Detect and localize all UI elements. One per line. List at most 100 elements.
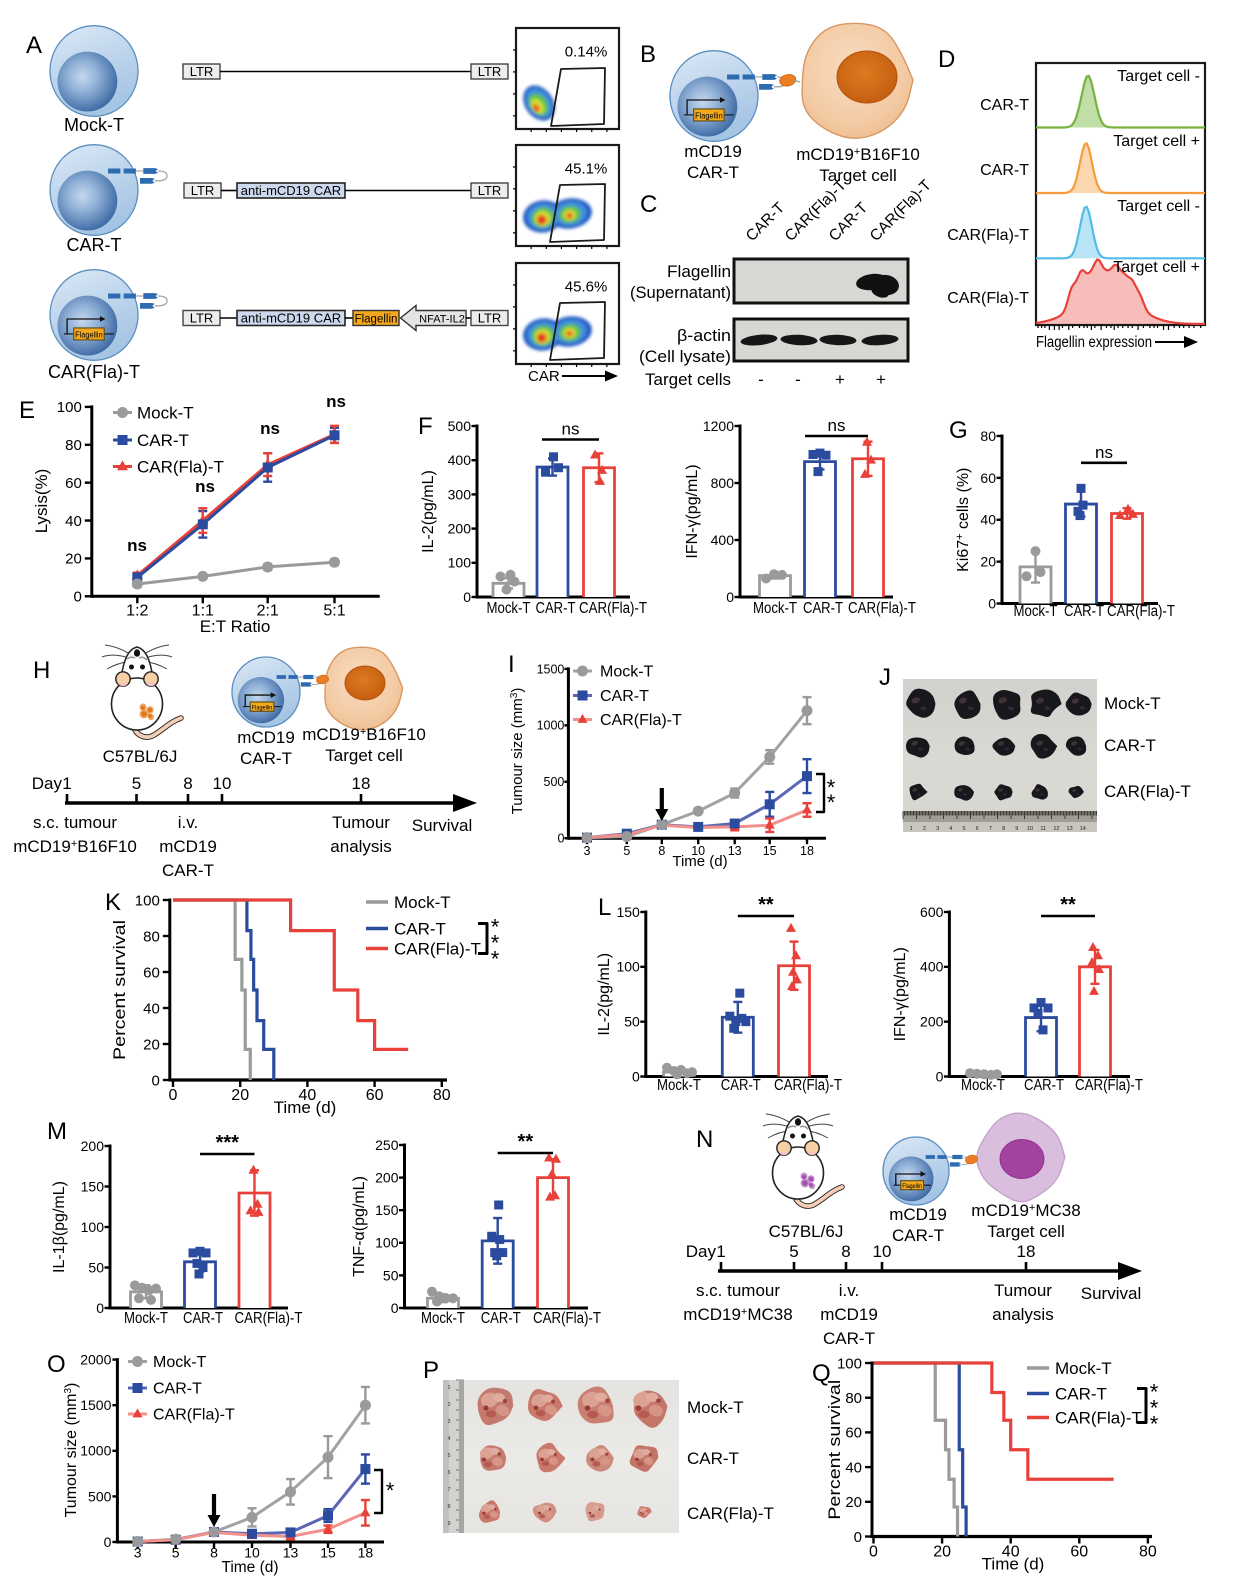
svg-text:CAR(Fla)-T: CAR(Fla)-T bbox=[774, 1077, 842, 1094]
svg-text:Flagellin: Flagellin bbox=[252, 705, 273, 711]
svg-text:Mock-T: Mock-T bbox=[487, 600, 531, 617]
svg-text:1:2: 1:2 bbox=[126, 602, 148, 619]
svg-text:(Cell lysate): (Cell lysate) bbox=[639, 348, 731, 366]
svg-text:5:1: 5:1 bbox=[323, 602, 345, 619]
svg-text:-: - bbox=[795, 370, 801, 389]
svg-text:LTR: LTR bbox=[478, 311, 502, 326]
svg-text:40: 40 bbox=[980, 512, 996, 528]
svg-text:CAR-T: CAR-T bbox=[137, 431, 189, 450]
svg-text:600: 600 bbox=[920, 904, 944, 920]
svg-text:mCD19: mCD19 bbox=[684, 142, 742, 161]
svg-text:40: 40 bbox=[65, 513, 82, 530]
svg-text:Time (d): Time (d) bbox=[672, 853, 727, 870]
svg-text:8: 8 bbox=[658, 844, 665, 858]
svg-text:CAR-T: CAR-T bbox=[183, 1310, 223, 1327]
svg-text:7: 7 bbox=[989, 826, 992, 832]
svg-text:CAR: CAR bbox=[528, 368, 560, 385]
svg-text:ns: ns bbox=[1095, 443, 1113, 462]
svg-text:20: 20 bbox=[933, 1544, 951, 1561]
svg-text:*: * bbox=[491, 931, 500, 956]
svg-text:6: 6 bbox=[976, 826, 979, 832]
svg-text:Target cell -: Target cell - bbox=[1117, 68, 1200, 85]
svg-text:5: 5 bbox=[789, 1242, 798, 1261]
svg-text:Time (d): Time (d) bbox=[274, 1098, 337, 1117]
svg-text:50: 50 bbox=[383, 1267, 399, 1283]
svg-text:0: 0 bbox=[96, 1300, 104, 1316]
svg-text:mCD19: mCD19 bbox=[159, 837, 217, 856]
svg-text:10: 10 bbox=[873, 1242, 892, 1261]
svg-text:0: 0 bbox=[854, 1529, 862, 1546]
svg-text:150: 150 bbox=[616, 904, 640, 920]
svg-text:M: M bbox=[47, 1118, 67, 1145]
svg-text:mCD19+MC38: mCD19+MC38 bbox=[971, 1201, 1080, 1220]
svg-text:5: 5 bbox=[962, 826, 965, 832]
svg-text:*: * bbox=[827, 790, 836, 815]
svg-text:1500: 1500 bbox=[537, 662, 565, 676]
svg-text:+: + bbox=[835, 370, 845, 389]
svg-text:L: L bbox=[598, 894, 611, 921]
svg-text:Mock-T: Mock-T bbox=[421, 1310, 465, 1327]
svg-text:CAR-T: CAR-T bbox=[892, 1226, 944, 1245]
svg-text:Mock-T: Mock-T bbox=[961, 1077, 1005, 1094]
svg-text:***: *** bbox=[216, 1132, 240, 1154]
svg-text:K: K bbox=[105, 889, 121, 916]
svg-text:80: 80 bbox=[433, 1087, 451, 1104]
svg-text:Flagellin: Flagellin bbox=[902, 1184, 922, 1190]
svg-text:100: 100 bbox=[57, 399, 82, 416]
svg-text:ns: ns bbox=[562, 420, 580, 439]
svg-text:ns: ns bbox=[127, 536, 147, 555]
svg-text:3: 3 bbox=[936, 826, 939, 832]
svg-text:-: - bbox=[758, 370, 764, 389]
svg-text:CAR-T: CAR-T bbox=[980, 97, 1029, 114]
svg-text:E:T Ratio: E:T Ratio bbox=[200, 617, 271, 636]
svg-text:CAR-T: CAR-T bbox=[240, 749, 292, 768]
svg-text:0: 0 bbox=[557, 832, 564, 846]
svg-text:0: 0 bbox=[391, 1300, 399, 1316]
svg-text:CAR-T: CAR-T bbox=[1064, 603, 1104, 620]
svg-text:(Supernatant): (Supernatant) bbox=[630, 284, 731, 302]
svg-text:Flagellin: Flagellin bbox=[695, 112, 723, 121]
svg-text:40: 40 bbox=[1002, 1544, 1020, 1561]
svg-text:C57BL/6J: C57BL/6J bbox=[103, 747, 178, 766]
svg-text:8: 8 bbox=[841, 1242, 850, 1261]
svg-text:*: * bbox=[491, 915, 500, 940]
svg-text:60: 60 bbox=[366, 1087, 384, 1104]
svg-text:20: 20 bbox=[231, 1087, 249, 1104]
svg-text:IFN-γ(pg/mL): IFN-γ(pg/mL) bbox=[684, 464, 701, 558]
svg-text:IL-1β(pg/mL): IL-1β(pg/mL) bbox=[51, 1181, 68, 1273]
svg-text:CAR-T: CAR-T bbox=[803, 600, 843, 617]
svg-text:CAR(Fla)-T: CAR(Fla)-T bbox=[48, 362, 140, 382]
svg-text:Mock-T: Mock-T bbox=[687, 1398, 744, 1417]
svg-text:20: 20 bbox=[845, 1494, 862, 1511]
svg-text:CAR-T: CAR-T bbox=[1055, 1385, 1107, 1404]
svg-text:20: 20 bbox=[143, 1036, 160, 1053]
svg-text:CAR-T: CAR-T bbox=[980, 162, 1029, 179]
svg-text:CAR(Fla)-T: CAR(Fla)-T bbox=[394, 940, 481, 959]
svg-text:Time (d): Time (d) bbox=[982, 1555, 1045, 1574]
svg-text:1: 1 bbox=[910, 826, 913, 832]
svg-text:Mock-T: Mock-T bbox=[394, 893, 451, 912]
svg-text:mCD19: mCD19 bbox=[820, 1305, 878, 1324]
svg-text:mCD19+B16F10: mCD19+B16F10 bbox=[796, 145, 920, 164]
svg-text:60: 60 bbox=[1070, 1544, 1088, 1561]
svg-text:H: H bbox=[33, 657, 50, 684]
svg-text:ns: ns bbox=[260, 419, 280, 438]
svg-text:40: 40 bbox=[299, 1087, 317, 1104]
svg-text:s.c. tumour: s.c. tumour bbox=[33, 813, 117, 832]
svg-text:1: 1 bbox=[62, 774, 71, 793]
svg-text:100: 100 bbox=[616, 959, 640, 975]
svg-text:O: O bbox=[47, 1351, 66, 1378]
svg-text:C57BL/6J: C57BL/6J bbox=[769, 1222, 844, 1241]
svg-text:CAR(Fla)-T: CAR(Fla)-T bbox=[1104, 782, 1191, 801]
svg-text:1500: 1500 bbox=[80, 1397, 111, 1413]
svg-text:80: 80 bbox=[65, 437, 82, 454]
svg-text:ns: ns bbox=[326, 392, 346, 411]
svg-text:**: ** bbox=[1060, 894, 1076, 916]
svg-text:CAR-T: CAR-T bbox=[743, 199, 789, 245]
svg-text:60: 60 bbox=[980, 470, 996, 486]
svg-text:E: E bbox=[19, 397, 35, 424]
svg-text:CAR(Fla)-T: CAR(Fla)-T bbox=[579, 600, 647, 617]
svg-text:analysis: analysis bbox=[330, 837, 391, 856]
svg-text:*: * bbox=[1150, 1412, 1159, 1437]
svg-text:CAR-T: CAR-T bbox=[162, 861, 214, 880]
